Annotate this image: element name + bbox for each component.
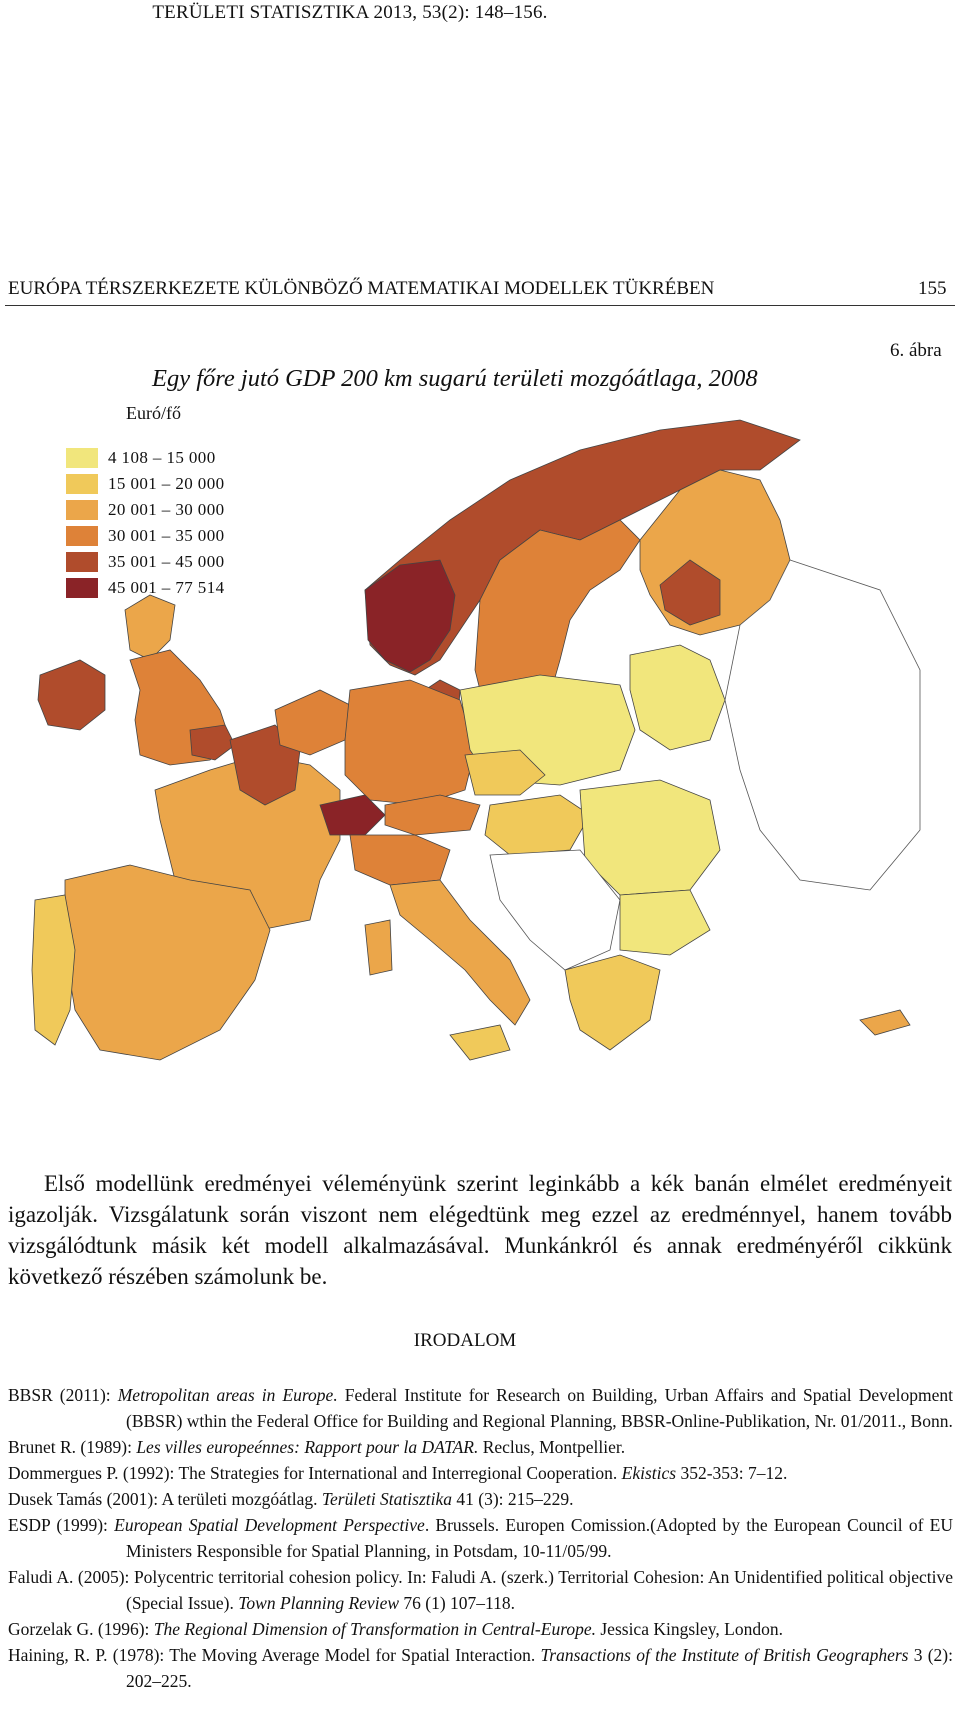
- reference-details: Federal Institute for Research on Buildi…: [126, 1385, 953, 1431]
- reference-item: ESDP (1999): European Spatial Developmen…: [8, 1512, 953, 1564]
- reference-item: Faludi A. (2005): Polycentric territoria…: [8, 1564, 953, 1616]
- reference-details: . Brussels. Europen Comission.(Adopted b…: [126, 1515, 953, 1561]
- reference-text: Haining, R. P. (1978): The Moving Averag…: [8, 1645, 541, 1665]
- legend-label: 20 001 – 30 000: [108, 500, 225, 519]
- legend-swatch: [66, 448, 98, 468]
- reference-details: Jessica Kingsley, London.: [596, 1619, 783, 1639]
- region-scotland: [124, 594, 176, 661]
- region-cyprus: [859, 1009, 911, 1036]
- legend-label: 35 001 – 45 000: [108, 552, 225, 571]
- europe-gdp-map: [31, 419, 921, 1061]
- reference-list: BBSR (2011): Metropolitan areas in Europ…: [8, 1382, 953, 1694]
- legend-item: 4 108 – 15 000: [66, 445, 225, 471]
- reference-title: European Spatial Development Perspective: [114, 1515, 425, 1535]
- paragraph-text: Első modellünk eredményei véleményünk sz…: [8, 1171, 952, 1289]
- map-legend: 4 108 – 15 000 15 001 – 20 000 20 001 – 30…: [66, 445, 225, 601]
- reference-title: Ekistics: [621, 1463, 677, 1483]
- reference-details: Reclus, Montpellier.: [478, 1437, 626, 1457]
- region-czech: [464, 749, 546, 796]
- region-germany: [344, 679, 476, 806]
- region-west-norway: [364, 559, 456, 673]
- legend-item: 35 001 – 45 000: [66, 549, 225, 575]
- region-norway: [364, 419, 801, 676]
- legend-item: 15 001 – 20 000: [66, 471, 225, 497]
- reference-item: Gorzelak G. (1996): The Regional Dimensi…: [8, 1616, 953, 1642]
- reference-details: 3 (2): 202–225.: [126, 1645, 954, 1691]
- region-hungary: [484, 794, 591, 856]
- reference-title: Les villes europeénnes: Rapport pour la …: [136, 1437, 479, 1457]
- legend-swatch: [66, 578, 98, 598]
- reference-text: BBSR (2011):: [8, 1385, 118, 1405]
- region-austria: [384, 794, 481, 836]
- reference-item: Brunet R. (1989): Les villes europeénnes…: [8, 1434, 953, 1460]
- region-north-italy: [349, 834, 451, 886]
- legend-label: 45 001 – 77 514: [108, 578, 225, 597]
- reference-text: ESDP (1999):: [8, 1515, 115, 1535]
- legend-swatch: [66, 474, 98, 494]
- reference-text: Dommergues P. (1992): The Strategies for…: [8, 1463, 622, 1483]
- reference-text: Dusek Tamás (2001): A területi mozgóátla…: [8, 1489, 322, 1509]
- reference-item: Haining, R. P. (1978): The Moving Averag…: [8, 1642, 953, 1694]
- region-bulgaria: [619, 889, 711, 956]
- page-number: 155: [918, 278, 947, 299]
- region-sardinia: [364, 919, 393, 976]
- legend-swatch: [66, 500, 98, 520]
- reference-item: Dommergues P. (1992): The Strategies for…: [8, 1460, 953, 1486]
- figure-number: 6. ábra: [890, 340, 942, 361]
- references-heading: IRODALOM: [413, 1330, 517, 1351]
- region-sicily: [449, 1024, 511, 1061]
- region-london: [189, 724, 236, 761]
- legend-unit: Euró/fő: [126, 403, 181, 423]
- journal-header: TERÜLETI STATISZTIKA 2013, 53(2): 148–15…: [152, 2, 548, 23]
- reference-item: BBSR (2011): Metropolitan areas in Europ…: [8, 1382, 953, 1434]
- reference-title: Town Planning Review: [238, 1593, 400, 1613]
- reference-text: Gorzelak G. (1996):: [8, 1619, 154, 1639]
- region-italy: [389, 879, 531, 1026]
- reference-item: Dusek Tamás (2001): A területi mozgóátla…: [8, 1486, 953, 1512]
- region-russia: [724, 559, 921, 891]
- reference-title: The Regional Dimension of Transformation…: [153, 1619, 596, 1639]
- legend-item: 20 001 – 30 000: [66, 497, 225, 523]
- reference-details: 41 (3): 215–229.: [452, 1489, 574, 1509]
- legend-swatch: [66, 526, 98, 546]
- reference-text: Faludi A. (2005): Polycentric territoria…: [8, 1567, 953, 1613]
- header-rule: [5, 305, 955, 306]
- legend-item: 30 001 – 35 000: [66, 523, 225, 549]
- reference-details: 352-353: 7–12.: [676, 1463, 788, 1483]
- region-portugal: [31, 894, 76, 1046]
- region-balkans: [489, 849, 621, 971]
- reference-title: Területi Statisztika: [321, 1489, 453, 1509]
- reference-title: Metropolitan areas in Europe.: [117, 1385, 338, 1405]
- legend-label: 30 001 – 35 000: [108, 526, 225, 545]
- running-title: EURÓPA TÉRSZERKEZETE KÜLÖNBÖZŐ MATEMATIK…: [8, 278, 715, 299]
- region-switzerland: [319, 794, 386, 836]
- reference-details: 76 (1) 107–118.: [399, 1593, 516, 1613]
- region-greece: [564, 954, 661, 1051]
- body-paragraph: Első modellünk eredményei véleményünk sz…: [8, 1168, 952, 1292]
- legend-item: 45 001 – 77 514: [66, 575, 225, 601]
- legend-swatch: [66, 552, 98, 572]
- region-helsinki: [659, 559, 721, 626]
- region-spain: [64, 864, 271, 1061]
- region-baltics: [629, 644, 726, 751]
- legend-label: 15 001 – 20 000: [108, 474, 225, 493]
- region-benelux: [274, 689, 351, 756]
- reference-text: Brunet R. (1989):: [8, 1437, 137, 1457]
- region-ireland: [37, 659, 106, 731]
- reference-title: Transactions of the Institute of British…: [540, 1645, 909, 1665]
- legend-label: 4 108 – 15 000: [108, 448, 216, 467]
- figure-title: Egy főre jutó GDP 200 km sugarú területi…: [152, 365, 758, 392]
